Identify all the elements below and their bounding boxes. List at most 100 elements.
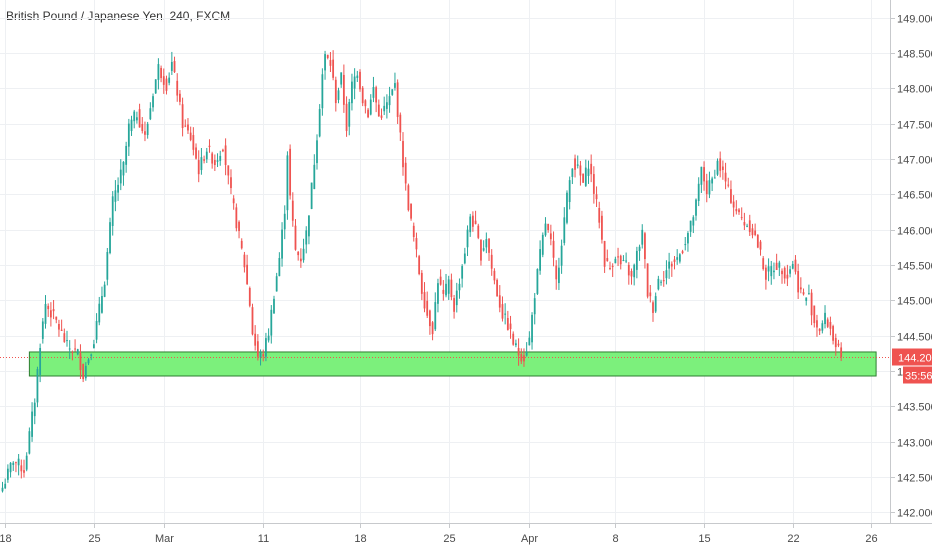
candle-body [17,458,20,466]
candle-body [821,323,824,331]
candle-body [635,250,638,270]
candle-body [520,354,523,362]
x-tick-label: 22 [787,533,799,545]
candle-body [294,225,297,250]
candle-body [614,258,617,264]
candle-body [738,209,740,213]
candle-body [154,79,157,94]
candle-body [168,77,171,83]
candle-body [9,462,12,473]
candle-body [197,160,200,175]
candle-body [76,349,79,355]
candle-body [595,194,598,200]
candle-body [52,309,55,312]
candle-body [439,276,442,285]
candle-body [222,149,224,152]
y-tick-label: 142.500 [897,473,932,485]
candle-body [109,222,111,254]
candle-body [799,287,802,290]
candle-body [603,240,606,267]
candle-body [732,201,735,208]
candle-body [606,258,609,262]
candle-body [55,316,58,320]
candle-body [735,209,738,212]
candle-body [689,220,692,232]
candle-body [721,166,724,170]
candle-body [646,263,649,297]
candle-body [58,323,60,330]
candle-body [829,321,832,329]
candle-body [375,87,378,103]
x-axis[interactable]: 18 25 Mar 11 18 25 Apr 8 15 22 26 [0,523,878,545]
candle-body [420,272,423,294]
candle-body [200,157,203,171]
candle-body [369,99,372,115]
last-price-tag [892,348,932,366]
candle-body [49,310,52,318]
candle-body [598,207,601,223]
candle-body [146,123,149,136]
candle-body [617,256,619,258]
candle-body [703,167,705,182]
candle-body [480,239,482,261]
support-zone[interactable] [28,351,877,377]
candle-body [391,89,394,95]
candle-body [318,109,321,137]
candle-body [789,269,791,274]
candle-body [12,462,15,466]
candle-body [122,161,125,176]
candle-body [256,341,259,357]
candle-body [170,61,173,71]
candle-body [262,354,265,357]
candle-body [697,183,700,201]
candle-body [144,131,146,135]
candle-body [165,78,168,91]
candle-body [299,258,302,262]
candle-body [832,326,834,341]
candle-body [504,313,507,315]
candle-body [117,184,119,193]
candle-body [756,234,759,248]
candle-body [84,365,87,379]
candle-body [326,54,329,58]
candle-body [434,302,437,330]
candle-body [687,233,689,244]
candle-body [834,337,837,348]
candle-body [426,300,429,316]
candle-body [187,124,189,131]
candle-body [477,225,480,238]
candle-body [773,270,775,273]
candle-body [783,267,786,279]
candle-body [141,124,144,131]
candle-body [208,145,211,148]
candle-body [700,166,703,185]
candle-body [385,102,388,109]
candle-body [824,312,826,325]
candle-body [227,165,230,176]
y-tick-label: 148.000 [897,84,932,96]
candle-body [584,167,587,186]
candle-body [711,178,714,184]
candle-body [568,180,571,203]
candle-body [423,292,426,309]
candle-body [399,114,402,133]
candle-body [230,177,232,189]
y-axis[interactable]: 142.000142.500143.000143.500144.000144.5… [890,14,932,520]
candle-body [345,103,348,131]
candle-body [622,260,625,262]
grid [0,0,890,523]
candle-body [797,271,800,293]
x-tick-label: 26 [865,533,877,545]
candle-body [641,229,644,245]
candle-body [662,280,665,282]
candle-body [563,217,566,243]
y-tick-label: 145.500 [897,261,932,273]
candle-body [466,229,469,248]
candle-body [308,215,310,237]
candle-body [1,487,4,492]
candle-body [654,296,657,312]
candle-body [394,83,396,88]
candle-body [716,160,719,175]
candle-body [203,159,205,161]
